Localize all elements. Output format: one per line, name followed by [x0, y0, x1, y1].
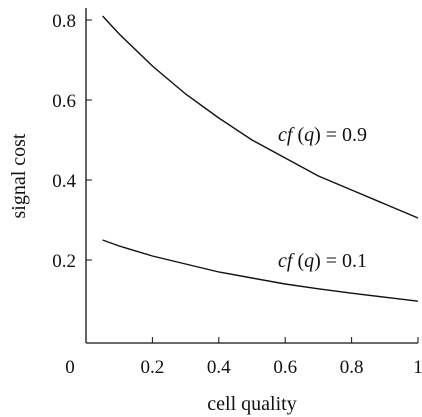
x-tick-label: 0.6: [273, 357, 297, 378]
series-line-low: [102, 239, 419, 302]
x-axis-title: cell quality: [207, 393, 296, 415]
y-tick-label: 0.4: [52, 171, 76, 192]
y-axis-title: signal cost: [8, 133, 30, 218]
curve-label-high: cf (q) = 0.9: [278, 124, 367, 146]
series-group: [102, 15, 419, 302]
axes: [85, 8, 418, 344]
y-tick-label: 0.6: [52, 91, 76, 112]
y-tick-label: 0.2: [52, 251, 76, 272]
x-ticks: 0 0.2 0.4 0.6 0.8 1: [65, 337, 422, 378]
y-tick-label: 0.8: [52, 11, 76, 32]
curve-label-low: cf (q) = 0.1: [278, 250, 367, 272]
curve-labels: cf (q) = 0.9 cf (q) = 0.1: [278, 124, 367, 272]
x-tick-label: 0: [65, 357, 75, 378]
x-tick-label: 1: [413, 357, 422, 378]
x-tick-label: 0.4: [207, 357, 231, 378]
x-tick-label: 0.8: [340, 357, 364, 378]
series-line-high: [102, 15, 419, 219]
x-tick-label: 0.2: [141, 357, 165, 378]
y-ticks: 0.2 0.4 0.6 0.8: [52, 11, 92, 272]
